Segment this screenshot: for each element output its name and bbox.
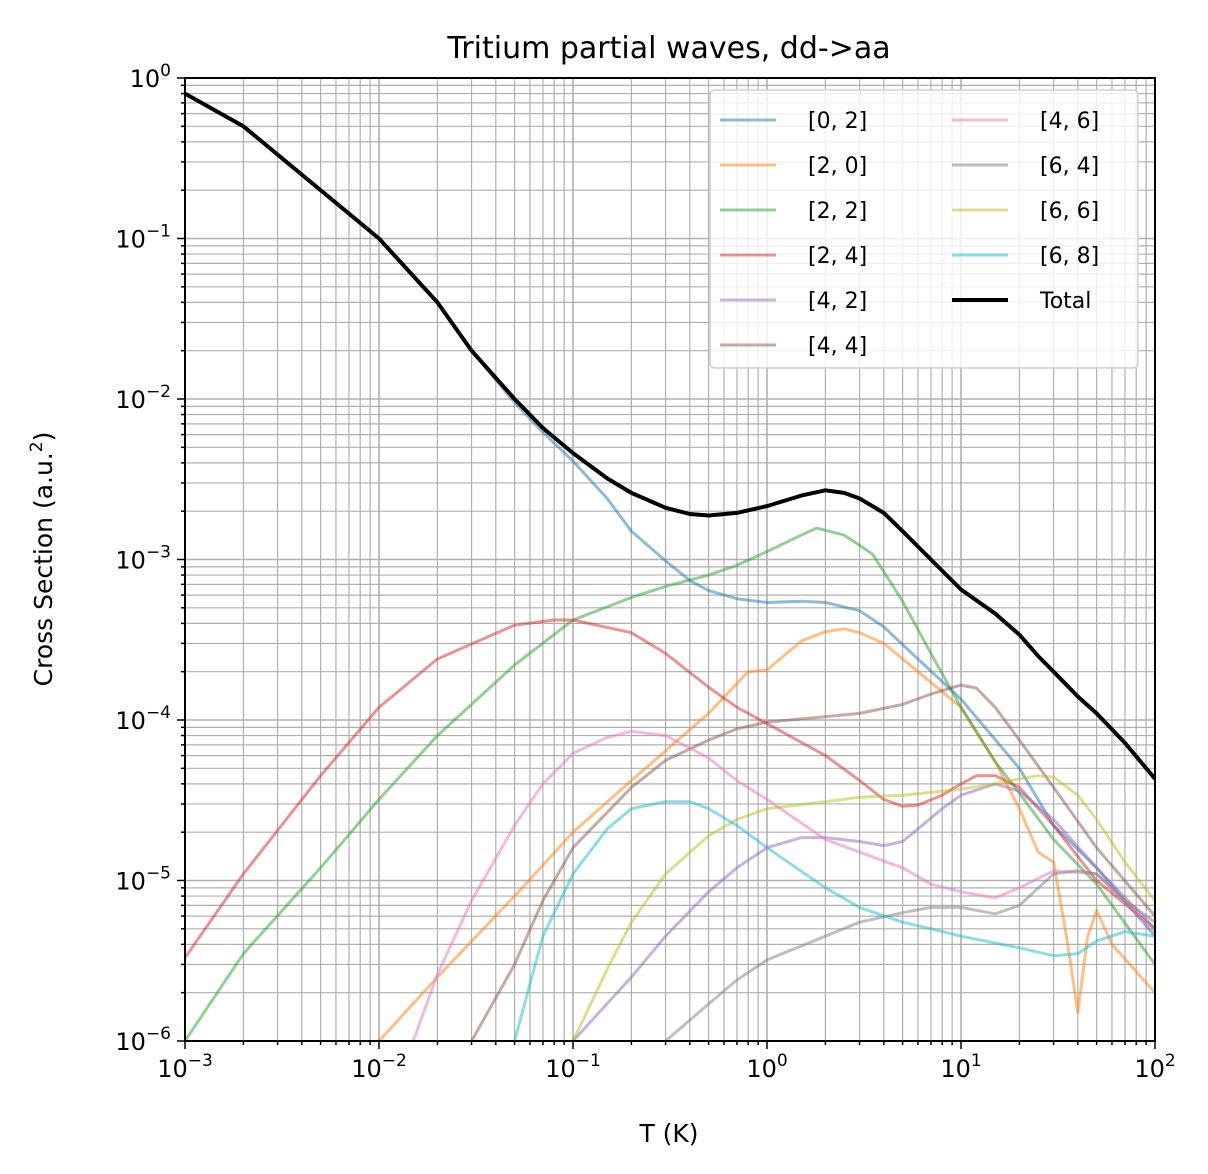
- legend-label-4-6: [4, 6]: [1040, 109, 1099, 134]
- x-tick-label: 102: [1134, 1051, 1175, 1083]
- x-tick-label: 10−2: [351, 1051, 407, 1083]
- y-tick-label: 10−2: [115, 382, 171, 414]
- series-line-6-6: [571, 774, 1155, 1041]
- y-tick-label: 10−5: [115, 864, 171, 896]
- x-axis-label: T (K): [638, 1119, 698, 1148]
- series-line-2-0: [377, 627, 1155, 1041]
- y-tick-label: 10−6: [115, 1024, 171, 1056]
- tick-labels: 10−3 10−2 10−1 100 101 102 10−6 10−5 10−4 10−3 10−…: [115, 61, 1175, 1083]
- series-line-6-4: [664, 869, 1155, 1041]
- series-line-2-4: [185, 618, 1155, 959]
- legend-label-4-2: [4, 2]: [808, 289, 867, 314]
- axis-ticks: [177, 77, 1156, 1049]
- y-tick-label: 100: [130, 61, 171, 93]
- legend-label-2-2: [2, 2]: [808, 199, 867, 224]
- legend-label-total: Total: [1039, 289, 1091, 314]
- series-line-total: [185, 91, 1155, 781]
- series-line-4-6: [411, 729, 1155, 1041]
- x-tick-label: 10−3: [157, 1051, 213, 1083]
- chart-title: Tritium partial waves, dd->aa: [446, 31, 890, 66]
- legend-label-2-4: [2, 4]: [808, 244, 867, 269]
- y-tick-label: 10−4: [115, 703, 171, 735]
- legend-label-2-0: [2, 0]: [808, 154, 867, 179]
- x-tick-label: 100: [746, 1051, 787, 1083]
- x-tick-label: 101: [940, 1051, 981, 1083]
- y-tick-label: 10−3: [115, 543, 171, 575]
- y-axis-label: Cross Section (a.u.2): [27, 432, 58, 687]
- legend-label-6-6: [6, 6]: [1040, 199, 1099, 224]
- legend-label-6-4: [6, 4]: [1040, 154, 1099, 179]
- legend-frame: [709, 89, 1139, 369]
- legend: [0, 2] [2, 0] [2, 2] [2, 4] [4, 2] [4, 4] [4, …: [709, 89, 1139, 369]
- legend-label-0-2: [0, 2]: [808, 109, 867, 134]
- series-line-4-2: [571, 782, 1155, 1041]
- legend-label-4-4: [4, 4]: [808, 334, 867, 359]
- y-tick-label: 10−1: [115, 222, 171, 254]
- legend-label-6-8: [6, 8]: [1040, 244, 1099, 269]
- x-tick-label: 10−1: [545, 1051, 601, 1083]
- series-line-4-4: [470, 683, 1155, 1041]
- series-line-6-8: [513, 800, 1155, 1041]
- plot-lines: [185, 91, 1155, 1041]
- series-line-2-2: [185, 526, 1155, 1041]
